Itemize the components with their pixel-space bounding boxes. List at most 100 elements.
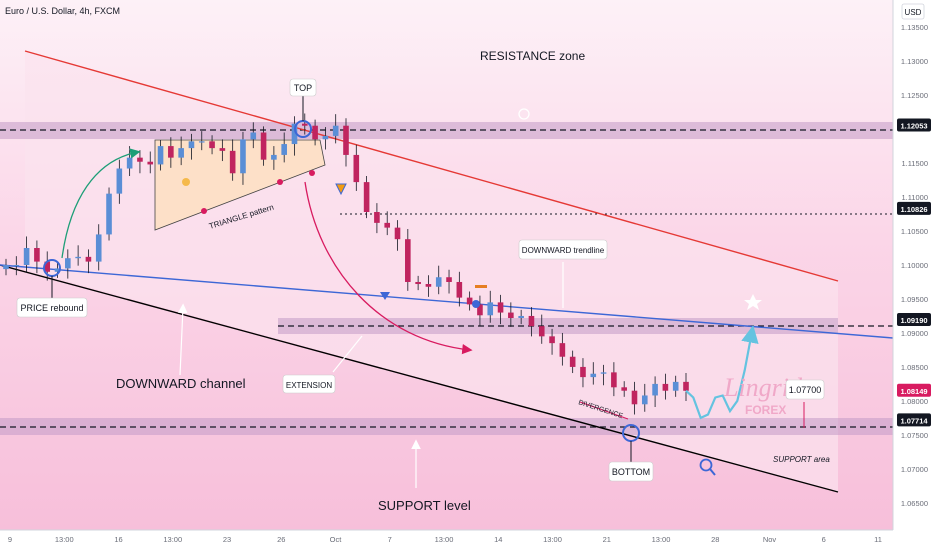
candle-body-32 xyxy=(332,125,339,136)
candle-body-37 xyxy=(384,222,391,228)
triangle-dot-2 xyxy=(277,179,283,185)
check-icon xyxy=(518,108,530,120)
candle-body-6 xyxy=(65,258,71,269)
x-tick-label-8: 13:00 xyxy=(435,535,454,544)
candle-body-28 xyxy=(291,123,298,145)
candle-body-21 xyxy=(219,148,226,151)
price-badge-2[interactable] xyxy=(897,313,931,327)
projection-path xyxy=(685,325,759,420)
candle-body-23 xyxy=(240,139,246,174)
candle-body-39 xyxy=(405,239,411,282)
price-badge-0[interactable] xyxy=(897,118,931,132)
candle-body-10 xyxy=(106,193,112,235)
candle-body-43 xyxy=(446,277,452,282)
x-tick-label-16: 11 xyxy=(874,535,882,544)
candle-body-42 xyxy=(435,277,442,287)
candle-body-53 xyxy=(549,336,555,344)
x-tick-label-9: 14 xyxy=(494,535,502,544)
extension-pointer xyxy=(332,335,363,373)
candle-body-15 xyxy=(157,146,164,165)
candle-body-14 xyxy=(147,161,154,165)
y-tick-label-5: 1.10500 xyxy=(901,227,928,236)
y-tick-label-9: 1.08500 xyxy=(901,363,928,372)
candle-body-4 xyxy=(44,261,51,272)
top-callout-box xyxy=(289,78,317,97)
currency-box[interactable] xyxy=(901,3,925,20)
bottom-callout[interactable]: BOTTOM xyxy=(612,467,650,477)
y-tick-label-2: 1.12500 xyxy=(901,91,928,100)
candle-body-8 xyxy=(85,256,92,262)
candle-body-40 xyxy=(415,281,421,285)
candle-body-9 xyxy=(95,234,102,262)
candle-body-24 xyxy=(250,132,257,140)
y-tick-label-7: 1.09500 xyxy=(901,295,928,304)
x-ticks: 9 13:00 16 13:00 23 26 Oct 7 13:00 14 13:00 21 13:00… xyxy=(8,535,882,544)
candle-body-61 xyxy=(631,390,638,405)
hammer-icon xyxy=(475,285,487,288)
extension-callout[interactable]: EXTENSION xyxy=(286,381,332,390)
price-axis[interactable] xyxy=(893,0,932,550)
y-tick-label-6: 1.10000 xyxy=(901,261,928,270)
candle-body-34 xyxy=(353,154,360,183)
resistance-band xyxy=(0,122,893,139)
candle-body-64 xyxy=(662,383,669,391)
y-ticks: 1.13500 1.13000 1.12500 1.11500 1.11000 1.105… xyxy=(901,23,928,508)
candle-body-60 xyxy=(621,387,627,391)
candle-body-51 xyxy=(528,315,535,327)
y-tick-label-4: 1.11000 xyxy=(901,193,928,202)
channel-bottom-line[interactable] xyxy=(0,264,839,493)
y-tick-label-1: 1.13000 xyxy=(901,57,928,66)
candle-body-11 xyxy=(116,168,123,194)
rocket-icon xyxy=(335,183,347,196)
x-tick-label-1: 13:00 xyxy=(55,535,74,544)
downward-channel-label: DOWNWARD channel xyxy=(116,376,246,391)
heart-icon xyxy=(380,292,390,300)
price-badge-label-2: 1.09190 xyxy=(900,316,927,325)
price-badge-label-4: 1.07714 xyxy=(900,416,928,425)
candle-body-48 xyxy=(497,302,504,313)
triangle-dot-3 xyxy=(309,170,315,176)
time-axis[interactable] xyxy=(0,530,893,550)
candle-body-58 xyxy=(600,372,607,374)
x-tick-label-14: Nov xyxy=(763,535,777,544)
star-icon xyxy=(744,294,762,310)
extension-arrow xyxy=(304,181,473,355)
channel-top-line[interactable] xyxy=(24,50,839,282)
trendline-dot xyxy=(472,300,480,308)
trendline-callout-box xyxy=(518,239,608,260)
x-tick-label-5: 26 xyxy=(277,535,285,544)
candle-body-66 xyxy=(683,381,689,391)
candle-body-38 xyxy=(394,227,401,240)
x-tick-label-2: 16 xyxy=(114,535,122,544)
rebound-callout[interactable]: PRICE rebound xyxy=(20,303,83,313)
candle-body-54 xyxy=(559,343,566,357)
candle-body-44 xyxy=(456,281,463,298)
candle-body-35 xyxy=(363,182,370,212)
candle-body-17 xyxy=(178,148,184,158)
resistance-zone-label: RESISTANCE zone xyxy=(480,49,585,63)
target-callout[interactable]: 1.07700 xyxy=(789,385,822,395)
price-badge-3[interactable] xyxy=(897,383,931,397)
currency-label: USD xyxy=(905,8,922,17)
x-tick-label-0: 9 xyxy=(8,535,12,544)
candle-body-16 xyxy=(168,146,174,158)
top-callout[interactable]: TOP xyxy=(294,83,312,93)
price-badge-4[interactable] xyxy=(897,413,931,427)
trendline-callout[interactable]: DOWNWARD trendline xyxy=(522,246,605,255)
candle-body-55 xyxy=(569,356,576,367)
candle-body-27 xyxy=(281,144,287,155)
y-tick-label-13: 1.06500 xyxy=(901,499,928,508)
candle-body-36 xyxy=(374,212,380,223)
x-tick-label-7: 7 xyxy=(388,535,392,544)
extension-callout-box xyxy=(282,374,336,394)
support-level-label: SUPPORT level xyxy=(378,498,471,513)
x-tick-label-12: 13:00 xyxy=(652,535,671,544)
price-badge-1[interactable] xyxy=(897,201,931,215)
candle-body-20 xyxy=(209,141,215,149)
rebound-arrow xyxy=(61,148,141,259)
y-tick-label-11: 1.07500 xyxy=(901,431,928,440)
x-tick-label-3: 13:00 xyxy=(163,535,182,544)
symbol-title[interactable]: Euro / U.S. Dollar, 4h, FXCM xyxy=(5,6,120,16)
